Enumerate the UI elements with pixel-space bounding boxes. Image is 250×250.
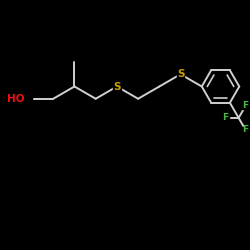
Text: F: F	[242, 125, 248, 134]
Text: HO: HO	[7, 94, 24, 104]
Bar	[113, 83, 121, 90]
Text: S: S	[177, 69, 184, 79]
Text: F: F	[242, 102, 248, 110]
Bar	[221, 115, 229, 121]
Text: S: S	[113, 82, 121, 92]
Text: F: F	[222, 114, 228, 122]
Bar	[177, 71, 184, 78]
Bar	[18, 95, 32, 102]
Bar	[242, 103, 249, 109]
Bar	[242, 127, 249, 133]
